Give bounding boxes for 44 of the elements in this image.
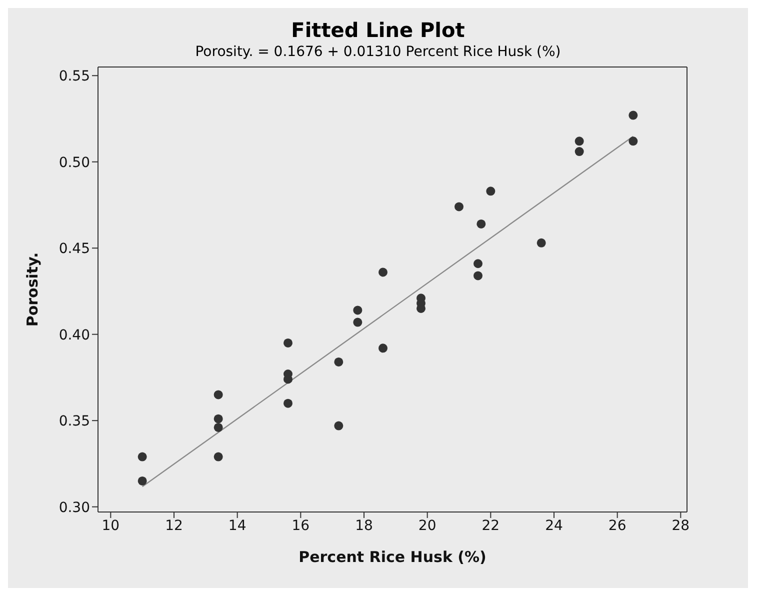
point (454, 202, 464, 212)
x-tick-label: 20 (418, 518, 436, 534)
x-tick-label: 12 (165, 518, 183, 534)
x-axis-title: Percent Rice Husk (%) (298, 548, 486, 566)
point (214, 414, 223, 424)
x-tick-label: 26 (608, 518, 626, 534)
point (353, 306, 362, 315)
x-tick-label: 18 (355, 518, 373, 534)
x-tick-label: 22 (482, 518, 500, 534)
point (628, 110, 638, 120)
x-tick-label: 16 (292, 518, 310, 534)
point (284, 398, 292, 408)
point (378, 268, 388, 277)
y-tick-label: 0.30 (58, 500, 90, 516)
point (138, 452, 147, 462)
x-tick-label: 14 (228, 518, 246, 534)
point (474, 259, 482, 268)
point (334, 421, 344, 430)
y-tick-label: 0.55 (58, 68, 90, 85)
point (138, 476, 147, 486)
point (353, 318, 362, 327)
chart-title: Fitted Line Plot (290, 18, 466, 42)
x-tick-label: 24 (545, 518, 563, 534)
y-tick-label: 0.35 (58, 414, 90, 430)
x-tick-label: 28 (672, 518, 690, 534)
point (574, 147, 584, 156)
y-tick-label: 0.45 (58, 241, 90, 258)
point (334, 357, 344, 366)
point (378, 344, 388, 353)
point (214, 422, 223, 432)
y-axis-title: Porosity. (23, 252, 42, 327)
point (284, 338, 292, 348)
point (536, 238, 546, 248)
point (214, 390, 223, 400)
point (486, 186, 496, 196)
point (628, 136, 638, 146)
y-tick-label: 0.40 (58, 327, 90, 344)
point (474, 271, 482, 280)
point (476, 219, 486, 228)
x-tick-label: 10 (102, 518, 120, 534)
point (574, 136, 584, 146)
chart-subtitle: Porosity. = 0.1676 + 0.01310 Percent Rice Husk (%) (194, 44, 562, 60)
y-tick-label: 0.50 (58, 154, 90, 171)
point (214, 452, 223, 462)
